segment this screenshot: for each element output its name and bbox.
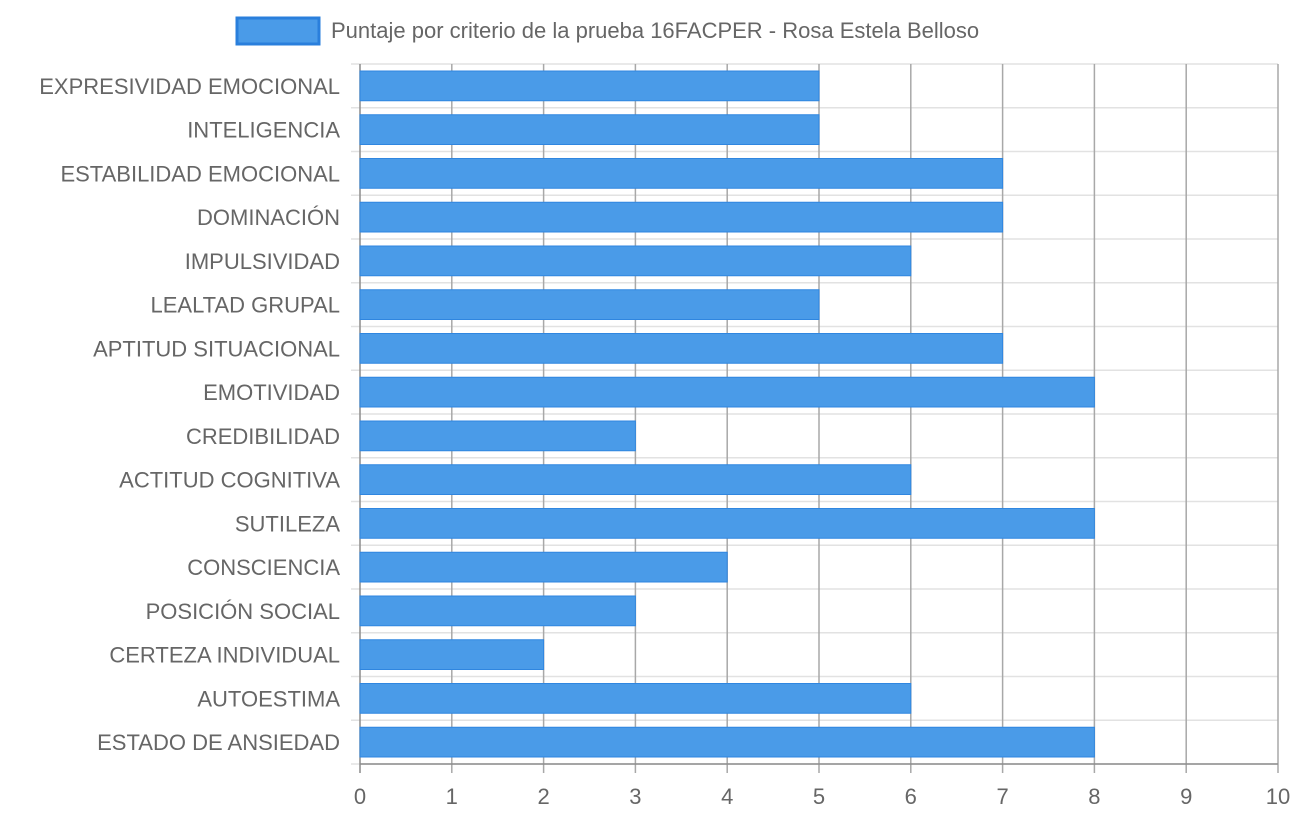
bar[interactable]	[359, 508, 1095, 539]
x-tick-label: 6	[905, 784, 917, 809]
bar[interactable]	[359, 683, 912, 714]
category-label: ESTADO DE ANSIEDAD	[97, 730, 340, 755]
category-label: CERTEZA INDIVIDUAL	[109, 643, 340, 668]
bar[interactable]	[359, 70, 820, 102]
bar[interactable]	[359, 420, 636, 452]
x-tick-label: 5	[813, 784, 825, 809]
category-label: DOMINACIÓN	[197, 205, 340, 230]
x-tick-label: 9	[1180, 784, 1192, 809]
bar[interactable]	[359, 376, 1095, 408]
bar[interactable]	[359, 464, 912, 495]
bar[interactable]	[359, 333, 1004, 364]
bar[interactable]	[359, 595, 636, 627]
bar[interactable]	[359, 551, 728, 583]
legend-label[interactable]: Puntaje por criterio de la prueba 16FACP…	[331, 18, 979, 43]
bars	[359, 70, 1095, 758]
grid	[351, 63, 1279, 773]
category-label: EMOTIVIDAD	[203, 380, 340, 405]
x-tick-label: 1	[446, 784, 458, 809]
x-axis-ticks: 0 1 2 3 4 5 6 7 8 9 10	[354, 784, 1290, 809]
x-tick-label: 3	[629, 784, 641, 809]
bar[interactable]	[359, 114, 820, 145]
category-label: ACTITUD COGNITIVA	[119, 468, 340, 493]
category-label: EXPRESIVIDAD EMOCIONAL	[39, 74, 340, 99]
category-label: INTELIGENCIA	[187, 118, 340, 143]
bar[interactable]	[359, 639, 545, 670]
legend[interactable]: Puntaje por criterio de la prueba 16FACP…	[235, 16, 979, 46]
category-label: LEALTAD GRUPAL	[150, 293, 340, 318]
bar[interactable]	[359, 726, 1095, 758]
bar[interactable]	[359, 245, 912, 277]
category-label: CONSCIENCIA	[187, 555, 340, 580]
x-tick-label: 4	[721, 784, 733, 809]
bar[interactable]	[359, 201, 1004, 233]
category-label: CREDIBILIDAD	[186, 424, 340, 449]
x-tick-label: 0	[354, 784, 366, 809]
category-label: IMPULSIVIDAD	[185, 249, 340, 274]
category-labels: EXPRESIVIDAD EMOCIONAL INTELIGENCIA ESTABI…	[39, 74, 340, 755]
x-tick-label: 2	[537, 784, 549, 809]
category-label: AUTOESTIMA	[197, 686, 340, 711]
legend-swatch[interactable]	[235, 16, 321, 46]
x-tick-label: 10	[1266, 784, 1290, 809]
category-label: APTITUD SITUACIONAL	[93, 336, 340, 361]
bar[interactable]	[359, 289, 820, 320]
category-label: POSICIÓN SOCIAL	[146, 599, 340, 624]
x-tick-label: 7	[996, 784, 1008, 809]
category-label: SUTILEZA	[235, 511, 340, 536]
category-label: ESTABILIDAD EMOCIONAL	[60, 161, 340, 186]
x-tick-label: 8	[1088, 784, 1100, 809]
bar[interactable]	[359, 158, 1004, 189]
